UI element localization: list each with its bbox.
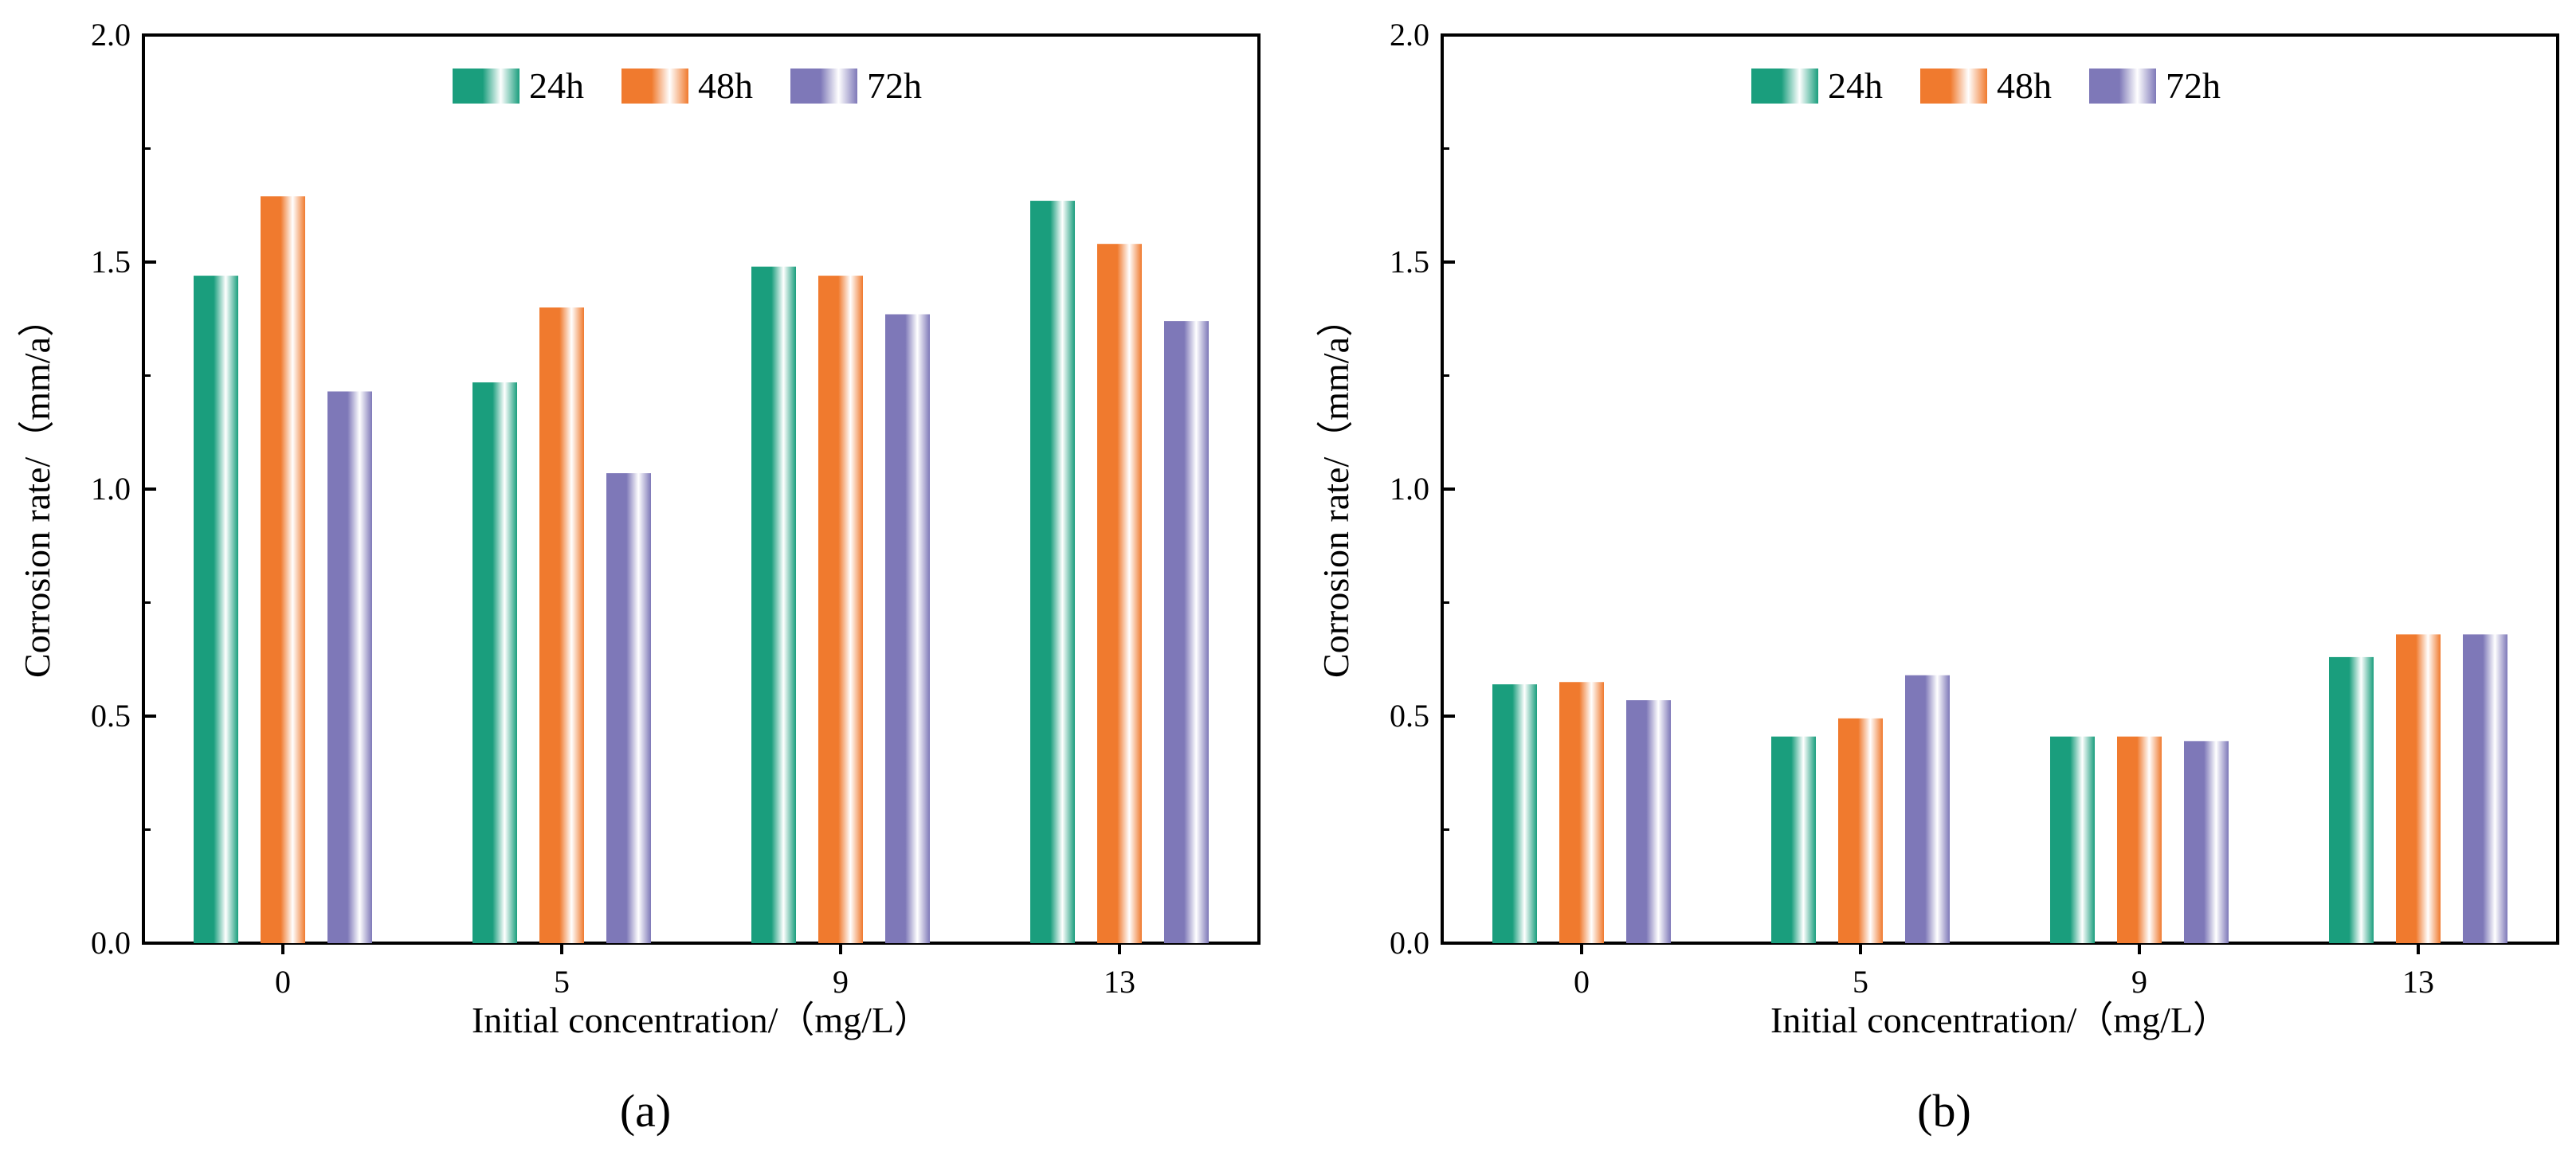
chart-b-bar-48h-0 — [1559, 682, 1604, 943]
chart-a-bar-48h-9 — [818, 276, 863, 944]
chart-a-bar-48h-13 — [1097, 244, 1142, 943]
chart-a-panel-label: (a) — [620, 1085, 671, 1137]
chart-a-legend-label-48h: 48h — [698, 65, 753, 106]
chart-a-bar-24h-5 — [472, 382, 517, 943]
chart-b-legend-swatch-72h — [2089, 69, 2156, 104]
chart-b-xlabel: Initial concentration/（mg/L） — [1770, 1000, 2229, 1040]
chart-b-xtick-label: 13 — [2402, 964, 2434, 1000]
chart-b-legend-label-48h: 48h — [1997, 65, 2052, 106]
chart-a-bar-24h-13 — [1030, 201, 1075, 944]
chart-b-bar-48h-13 — [2396, 634, 2441, 943]
chart-a-bar-72h-5 — [606, 473, 651, 943]
chart-a-xtick-label: 5 — [554, 964, 570, 1000]
chart-b-bar-72h-13 — [2463, 634, 2507, 943]
chart-b-bar-24h-9 — [2050, 736, 2095, 943]
chart-a-xlabel: Initial concentration/（mg/L） — [472, 1000, 931, 1040]
chart-a-legend-swatch-24h — [453, 69, 520, 104]
chart-b-bar-48h-9 — [2117, 736, 2162, 943]
chart-b-bar-48h-5 — [1838, 718, 1883, 943]
chart-b-legend-label-72h: 72h — [2166, 65, 2221, 106]
chart-a: 0.0 0.5 1.0 1.5 2.0 0 5 9 13 24h 48h 72h Corrosio… — [17, 17, 1261, 1137]
chart-a-bars — [194, 196, 1209, 944]
chart-b-bars — [1492, 634, 2507, 943]
chart-a-bar-72h-0 — [327, 391, 372, 943]
chart-b-ytick-label: 2.0 — [1390, 17, 1429, 53]
chart-a-frame — [142, 33, 1261, 945]
chart-a-xtick-label: 13 — [1104, 964, 1135, 1000]
chart-b-ytick-label: 1.5 — [1390, 244, 1429, 280]
chart-b-ylabel: Corrosion rate/（mm/a） — [1315, 300, 1356, 678]
chart-b-legend-swatch-24h — [1751, 69, 1818, 104]
chart-a-bar-48h-0 — [261, 196, 305, 944]
chart-a-x-ticks: 0 5 9 13 — [275, 943, 1135, 1000]
chart-a-legend-label-24h: 24h — [529, 65, 584, 106]
chart-b-bar-72h-5 — [1905, 675, 1950, 943]
chart-b-legend-label-24h: 24h — [1828, 65, 1883, 106]
chart-a-ytick-label: 1.0 — [91, 471, 131, 507]
chart-a-bar-72h-9 — [885, 314, 930, 943]
chart-b-y-ticks: 0.0 0.5 1.0 1.5 2.0 — [1390, 17, 1455, 961]
chart-a-ytick-label: 0.5 — [91, 698, 131, 734]
chart-b-bar-24h-13 — [2329, 656, 2374, 943]
chart-a-ytick-label: 1.5 — [91, 244, 131, 280]
chart-b-frame — [1441, 33, 2559, 945]
chart-b-x-ticks: 0 5 9 13 — [1574, 943, 2434, 1000]
chart-a-legend-label-72h: 72h — [867, 65, 922, 106]
chart-a-legend: 24h 48h 72h — [453, 65, 922, 106]
chart-b-xtick-label: 9 — [2131, 964, 2147, 1000]
chart-a-bar-72h-13 — [1164, 321, 1209, 944]
chart-a-legend-swatch-72h — [790, 69, 857, 104]
chart-a-ytick-label: 2.0 — [91, 17, 131, 53]
chart-b-ytick-label: 0.5 — [1390, 698, 1429, 734]
chart-b-ytick-label: 1.0 — [1390, 471, 1429, 507]
chart-b-ytick-label: 0.0 — [1390, 925, 1429, 961]
chart-a-ylabel: Corrosion rate/（mm/a） — [17, 300, 57, 678]
chart-a-legend-swatch-48h — [621, 69, 688, 104]
chart-b-bar-24h-5 — [1771, 736, 1816, 943]
chart-b-xtick-label: 0 — [1574, 964, 1590, 1000]
chart-a-ytick-label: 0.0 — [91, 925, 131, 961]
chart-a-bar-24h-0 — [194, 276, 238, 944]
chart-b: 0.0 0.5 1.0 1.5 2.0 0 5 9 13 24h 48h 72h Corrosio… — [1315, 17, 2559, 1137]
chart-b-bar-72h-9 — [2184, 741, 2229, 943]
chart-b-legend-swatch-48h — [1920, 69, 1987, 104]
chart-a-y-ticks: 0.0 0.5 1.0 1.5 2.0 — [91, 17, 156, 961]
chart-a-xtick-label: 0 — [275, 964, 291, 1000]
chart-b-legend: 24h 48h 72h — [1751, 65, 2221, 106]
chart-a-xtick-label: 9 — [833, 964, 849, 1000]
chart-b-bar-72h-0 — [1626, 700, 1671, 943]
chart-a-bar-48h-5 — [539, 307, 584, 943]
chart-b-xtick-label: 5 — [1853, 964, 1868, 1000]
chart-b-panel-label: (b) — [1917, 1085, 1971, 1137]
chart-b-bar-24h-0 — [1492, 684, 1537, 943]
chart-a-bar-24h-9 — [751, 266, 796, 943]
